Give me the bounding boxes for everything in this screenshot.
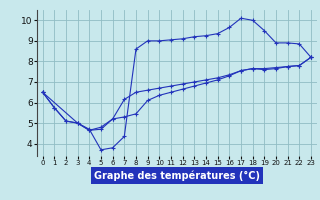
X-axis label: Graphe des températures (°C): Graphe des températures (°C) bbox=[94, 170, 260, 181]
